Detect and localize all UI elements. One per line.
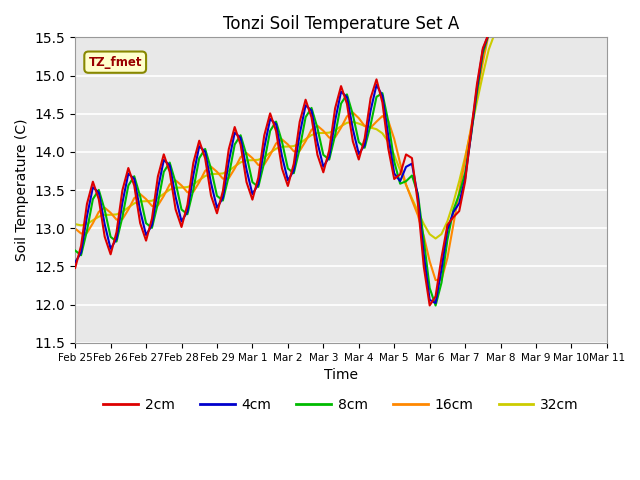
Title: Tonzi Soil Temperature Set A: Tonzi Soil Temperature Set A [223,15,459,33]
Y-axis label: Soil Temperature (C): Soil Temperature (C) [15,119,29,261]
X-axis label: Time: Time [324,368,358,382]
Text: TZ_fmet: TZ_fmet [88,56,142,69]
Legend: 2cm, 4cm, 8cm, 16cm, 32cm: 2cm, 4cm, 8cm, 16cm, 32cm [98,393,584,418]
